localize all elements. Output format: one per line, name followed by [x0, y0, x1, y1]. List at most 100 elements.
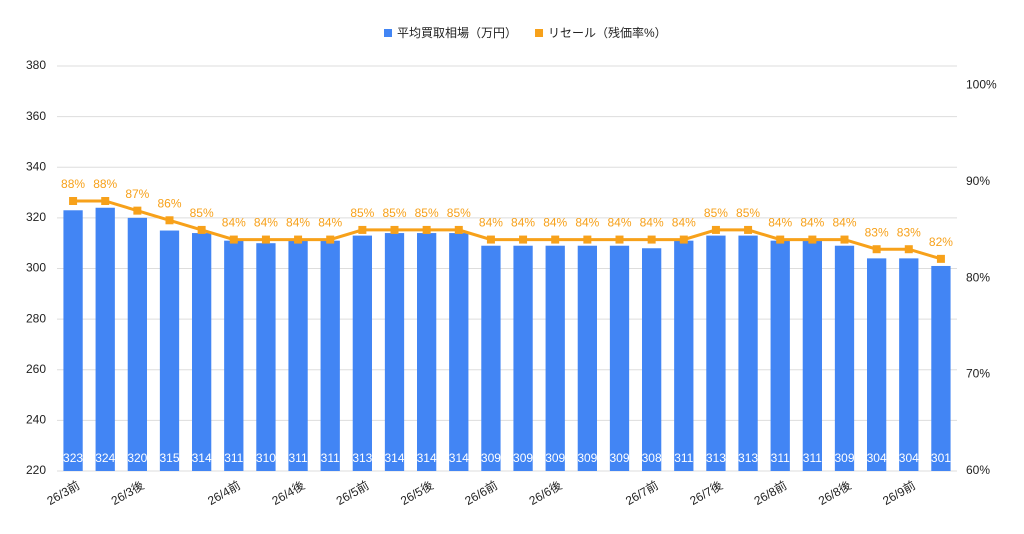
- point: [261, 235, 270, 244]
- bar: [770, 240, 790, 471]
- bar-label: 309: [609, 451, 629, 465]
- bar: [513, 245, 533, 471]
- bar-label: 320: [127, 451, 147, 465]
- bar: [159, 230, 180, 471]
- point-label: 88%: [61, 177, 85, 191]
- bar-label: 311: [289, 451, 308, 465]
- point-label: 83%: [865, 225, 889, 239]
- x-tick-label: 26/8後: [816, 478, 854, 508]
- point: [519, 235, 528, 244]
- bar: [224, 240, 244, 471]
- x-tick-label: 26/5後: [398, 478, 436, 508]
- bar-label: 309: [545, 451, 565, 465]
- point-label: 84%: [286, 216, 310, 230]
- bar: [931, 265, 951, 471]
- point: [422, 225, 431, 234]
- point-label: 85%: [350, 206, 374, 220]
- point-label: 84%: [511, 216, 535, 230]
- point-label: 84%: [640, 216, 664, 230]
- point: [583, 235, 592, 244]
- x-tick-label: 26/8前: [751, 477, 789, 508]
- bar-label: 314: [192, 451, 212, 465]
- point-label: 88%: [93, 177, 117, 191]
- point-label: 84%: [254, 216, 278, 230]
- x-tick-label: 26/5前: [333, 477, 371, 508]
- point: [776, 235, 785, 244]
- y2-tick-label: 60%: [966, 463, 990, 477]
- y-tick-label: 280: [26, 311, 46, 325]
- bar-label: 309: [577, 451, 597, 465]
- x-tick-label: 26/6前: [462, 477, 500, 508]
- point-label: 84%: [800, 216, 824, 230]
- y-tick-label: 360: [26, 109, 46, 123]
- bar: [192, 233, 212, 471]
- y-tick-label: 240: [26, 413, 46, 427]
- bar: [256, 243, 276, 471]
- bar-label: 309: [481, 451, 501, 465]
- point: [551, 235, 560, 244]
- point: [711, 225, 720, 234]
- bar: [417, 233, 437, 471]
- bar-label: 311: [674, 451, 693, 465]
- bar: [738, 235, 758, 471]
- bar-label: 311: [771, 451, 790, 465]
- bar: [899, 258, 919, 471]
- point: [229, 235, 238, 244]
- bar-label: 311: [803, 451, 822, 465]
- bar-label: 314: [449, 451, 469, 465]
- point-label: 85%: [704, 206, 728, 220]
- bar: [706, 235, 726, 471]
- y-tick-label: 380: [26, 58, 46, 72]
- point: [904, 245, 913, 254]
- bar: [320, 240, 340, 471]
- point-label: 86%: [157, 196, 181, 210]
- point: [454, 225, 463, 234]
- x-tick-label: 26/6後: [527, 478, 565, 508]
- bar: [642, 248, 662, 471]
- bar-label: 311: [321, 451, 340, 465]
- point: [133, 206, 142, 215]
- y-tick-label: 220: [26, 463, 46, 477]
- point-label: 84%: [832, 216, 856, 230]
- bar: [449, 233, 469, 471]
- bar-label: 304: [867, 451, 887, 465]
- bar-label: 309: [513, 451, 533, 465]
- point-label: 84%: [479, 216, 503, 230]
- legend-swatch: [384, 29, 392, 37]
- point-label: 84%: [222, 216, 246, 230]
- bar: [384, 233, 405, 471]
- bar: [127, 217, 147, 471]
- bar: [63, 210, 83, 471]
- bar: [674, 240, 694, 471]
- point-label: 87%: [125, 187, 149, 201]
- point: [358, 225, 367, 234]
- point-label: 84%: [768, 216, 792, 230]
- y-tick-label: 320: [26, 210, 46, 224]
- bar-label: 308: [642, 451, 662, 465]
- bar: [802, 240, 822, 471]
- bar: [545, 245, 565, 471]
- point-label: 85%: [415, 206, 439, 220]
- bar-label: 314: [384, 451, 404, 465]
- bar: [352, 235, 372, 471]
- point-label: 84%: [543, 216, 567, 230]
- bar-label: 311: [224, 451, 243, 465]
- point-label: 84%: [672, 216, 696, 230]
- point: [872, 245, 881, 254]
- legend-swatch: [535, 29, 544, 37]
- bar-label: 310: [256, 451, 276, 465]
- bar-label: 315: [159, 451, 179, 465]
- point: [69, 197, 78, 205]
- point: [165, 216, 174, 225]
- point-label: 84%: [575, 216, 599, 230]
- point: [294, 235, 303, 244]
- bar: [577, 245, 597, 471]
- bar-label: 314: [417, 451, 437, 465]
- bar-label: 309: [834, 451, 854, 465]
- y2-tick-label: 80%: [966, 270, 990, 284]
- bar-label: 324: [95, 451, 115, 465]
- x-tick-label: 26/4前: [205, 477, 243, 508]
- bar: [609, 245, 630, 471]
- point: [647, 235, 656, 244]
